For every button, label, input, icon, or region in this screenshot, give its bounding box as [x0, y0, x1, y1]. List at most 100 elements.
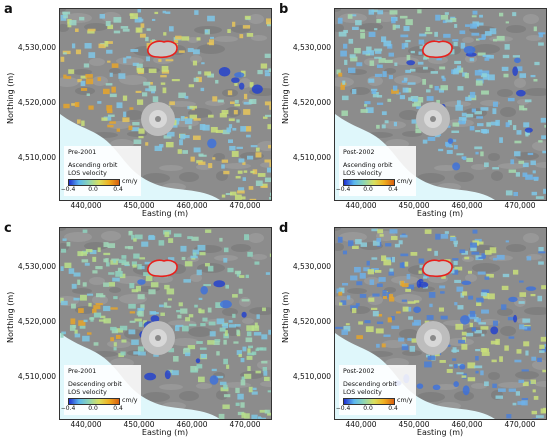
relief-patch — [260, 381, 271, 387]
relief-patch — [514, 78, 526, 88]
velocity-pixel — [470, 242, 477, 248]
velocity-pixel — [385, 243, 392, 247]
velocity-pixel — [384, 120, 389, 124]
velocity-pixel — [117, 267, 122, 272]
velocity-pixel — [205, 229, 212, 233]
velocity-pixel — [69, 325, 76, 331]
velocity-pixel — [87, 332, 92, 335]
velocity-pixel — [438, 307, 445, 312]
velocity-pixel — [388, 257, 395, 262]
velocity-pixel — [207, 42, 213, 45]
velocity-pixel — [248, 345, 253, 349]
velocity-pixel — [199, 252, 206, 256]
relief-patch — [187, 37, 199, 43]
relief-patch — [159, 165, 183, 171]
velocity-pixel — [387, 317, 392, 323]
velocity-pixel — [120, 351, 126, 356]
velocity-pixel — [178, 302, 183, 307]
relief-patch — [506, 244, 526, 252]
velocity-pixel — [260, 185, 268, 188]
velocity-pixel — [342, 282, 349, 286]
velocity-pixel — [138, 351, 146, 356]
velocity-pixel — [465, 332, 474, 337]
velocity-pixel — [423, 57, 428, 60]
velocity-pixel — [242, 177, 247, 181]
velocity-pixel — [513, 125, 517, 131]
velocity-pixel — [192, 249, 200, 255]
velocity-pixel — [454, 279, 462, 284]
colorbar — [68, 397, 120, 405]
velocity-pixel — [165, 141, 174, 148]
velocity-pixel — [411, 338, 418, 343]
velocity-pixel — [178, 50, 185, 53]
velocity-pixel — [74, 333, 81, 338]
velocity-pixel — [63, 52, 67, 55]
velocity-pixel — [531, 410, 538, 415]
colorbar-tick: 0.4 — [388, 405, 398, 412]
relief-patch — [532, 360, 546, 370]
velocity-pixel — [66, 76, 72, 79]
velocity-pixel — [238, 288, 243, 294]
velocity-pixel — [340, 50, 347, 57]
velocity-pixel — [180, 133, 186, 140]
velocity-pixel — [419, 45, 425, 49]
subsidence-spot — [413, 306, 422, 313]
colorbar-tick: 0.4 — [113, 405, 123, 412]
velocity-pixel — [159, 304, 164, 308]
velocity-pixel — [95, 303, 103, 306]
velocity-pixel — [345, 323, 350, 326]
velocity-pixel — [219, 381, 227, 386]
velocity-pixel — [349, 54, 356, 58]
velocity-pixel — [188, 314, 194, 318]
subsidence-spot — [524, 127, 533, 133]
velocity-pixel — [505, 122, 510, 128]
x-tick: 460,000 — [451, 420, 483, 429]
velocity-pixel — [376, 94, 383, 98]
velocity-pixel — [137, 9, 142, 13]
relief-patch — [196, 164, 212, 170]
velocity-pixel — [171, 79, 180, 82]
velocity-pixel — [377, 10, 384, 15]
legend-period: Post-2002 — [343, 149, 375, 156]
velocity-pixel — [450, 17, 457, 22]
velocity-pixel — [204, 263, 210, 267]
velocity-pixel — [207, 114, 214, 118]
velocity-pixel — [519, 105, 525, 111]
subsidence-spot — [195, 358, 201, 364]
velocity-pixel — [234, 324, 241, 327]
velocity-pixel — [163, 32, 167, 36]
velocity-pixel — [412, 103, 419, 107]
velocity-pixel — [106, 49, 113, 54]
velocity-pixel — [371, 90, 377, 94]
velocity-pixel — [512, 402, 517, 406]
velocity-pixel — [143, 81, 151, 86]
relief-patch — [248, 233, 264, 243]
velocity-pixel — [407, 337, 412, 341]
subsidence-spot — [514, 57, 521, 64]
velocity-pixel — [192, 60, 198, 66]
velocity-pixel — [134, 318, 142, 322]
velocity-pixel — [376, 321, 384, 324]
velocity-pixel — [105, 83, 113, 86]
velocity-pixel — [371, 257, 378, 260]
velocity-pixel — [123, 57, 127, 64]
velocity-pixel — [374, 48, 383, 52]
relief-patch — [399, 110, 419, 120]
velocity-pixel — [519, 73, 527, 78]
velocity-pixel — [390, 235, 398, 241]
velocity-pixel — [129, 320, 136, 323]
velocity-pixel — [525, 130, 530, 136]
velocity-pixel — [477, 123, 484, 127]
velocity-pixel — [132, 264, 137, 268]
velocity-pixel — [482, 54, 491, 57]
velocity-pixel — [519, 324, 525, 330]
velocity-pixel — [490, 121, 499, 126]
velocity-pixel — [232, 21, 236, 27]
relief-patch — [142, 173, 170, 183]
velocity-pixel — [246, 331, 252, 337]
velocity-pixel — [541, 347, 546, 352]
velocity-pixel — [216, 318, 225, 325]
velocity-pixel — [338, 31, 347, 37]
velocity-pixel — [401, 299, 407, 302]
velocity-pixel — [145, 275, 153, 282]
